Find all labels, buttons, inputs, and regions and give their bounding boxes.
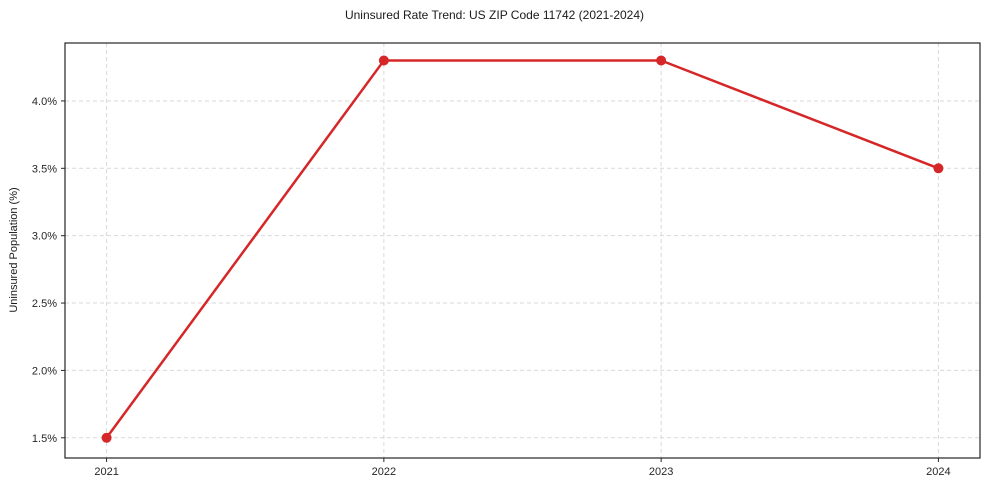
y-tick-label: 3.0% — [32, 231, 57, 243]
x-tick-label: 2022 — [372, 466, 396, 478]
trend-line — [105, 59, 940, 440]
data-point-marker — [933, 163, 944, 174]
x-tick-label: 2021 — [94, 466, 118, 478]
data-point-marker — [378, 55, 389, 66]
data-point-marker — [101, 432, 112, 443]
y-tick-label: 1.5% — [32, 433, 57, 445]
y-tick-label: 3.5% — [32, 163, 57, 175]
y-tick-label: 4.0% — [32, 96, 57, 108]
y-tick-label: 2.0% — [32, 365, 57, 377]
chart-title: Uninsured Rate Trend: US ZIP Code 11742 … — [344, 8, 645, 22]
x-tick-label: 2024 — [926, 466, 950, 478]
x-tick-label: 2023 — [649, 466, 673, 478]
data-point-marker — [656, 55, 667, 66]
plot-border — [64, 42, 981, 459]
y-tick-label: 2.5% — [32, 298, 57, 310]
